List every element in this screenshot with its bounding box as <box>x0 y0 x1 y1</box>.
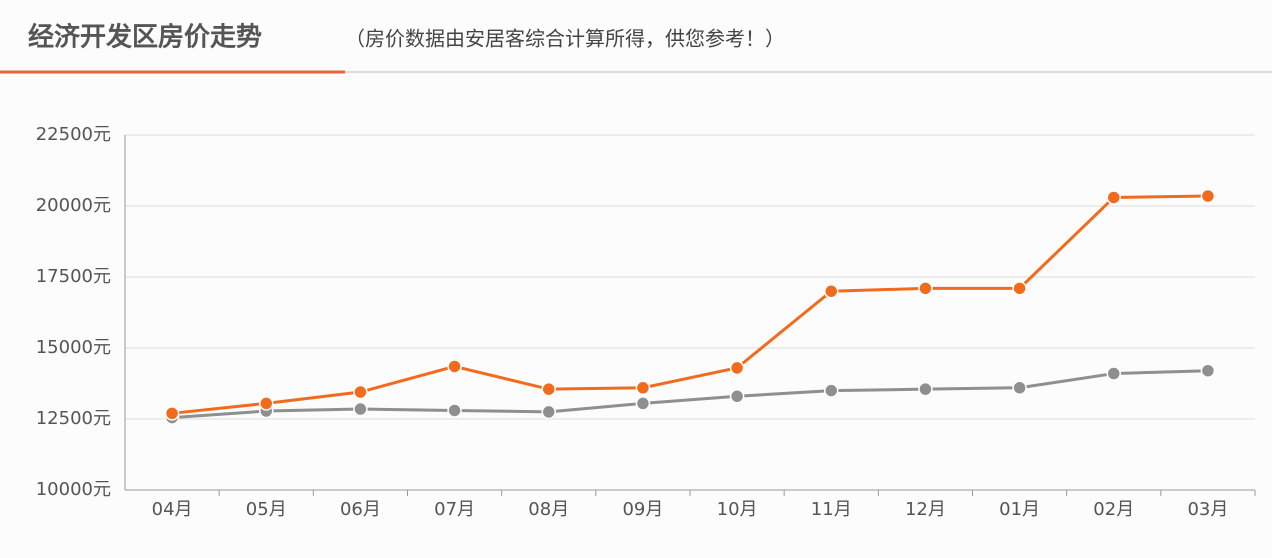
chart-title: 经济开发区房价走势 <box>28 22 262 53</box>
x-tick-label: 07月 <box>434 499 475 520</box>
y-tick-label: 17500元 <box>36 266 111 287</box>
series-line <box>171 194 1208 415</box>
y-tick-label: 10000元 <box>36 479 111 500</box>
x-tick-label: 10月 <box>717 499 758 520</box>
data-point <box>824 383 839 398</box>
data-point <box>729 360 745 376</box>
y-tick-label: 12500元 <box>36 408 111 429</box>
data-point <box>1012 380 1027 396</box>
y-tick-label: 20000元 <box>36 195 111 216</box>
series-line <box>171 369 1208 420</box>
data-point <box>1012 281 1027 296</box>
x-tick-label: 03月 <box>1187 499 1228 520</box>
x-tick-label: 08月 <box>528 499 569 520</box>
data-point <box>635 396 651 411</box>
x-tick-label: 06月 <box>340 499 381 520</box>
x-tick-label: 01月 <box>999 499 1040 520</box>
data-point <box>164 406 180 421</box>
x-tick-label: 04月 <box>152 499 193 520</box>
data-point <box>918 381 933 397</box>
x-tick-label: 02月 <box>1093 499 1134 520</box>
y-tick-label: 22500元 <box>36 124 111 145</box>
data-point <box>447 403 462 418</box>
data-point <box>635 380 651 396</box>
data-point <box>353 384 368 400</box>
x-tick-label: 12月 <box>905 499 946 520</box>
data-point <box>353 401 368 417</box>
data-point <box>729 389 745 404</box>
x-tick-label: 05月 <box>246 499 287 520</box>
data-point <box>1106 190 1121 205</box>
data-point <box>541 381 556 397</box>
x-tick-label: 11月 <box>811 499 852 520</box>
data-point <box>259 396 274 411</box>
data-point <box>1200 363 1216 378</box>
data-point <box>1106 366 1121 381</box>
chart-subtitle: （房价数据由安居客综合计算所得，供您参考！） <box>345 27 785 51</box>
data-point <box>1200 188 1216 204</box>
data-point <box>824 283 839 299</box>
data-point <box>918 281 933 296</box>
data-point <box>541 404 556 420</box>
y-tick-label: 15000元 <box>36 337 111 358</box>
x-tick-label: 09月 <box>622 499 663 520</box>
data-point <box>447 359 462 374</box>
